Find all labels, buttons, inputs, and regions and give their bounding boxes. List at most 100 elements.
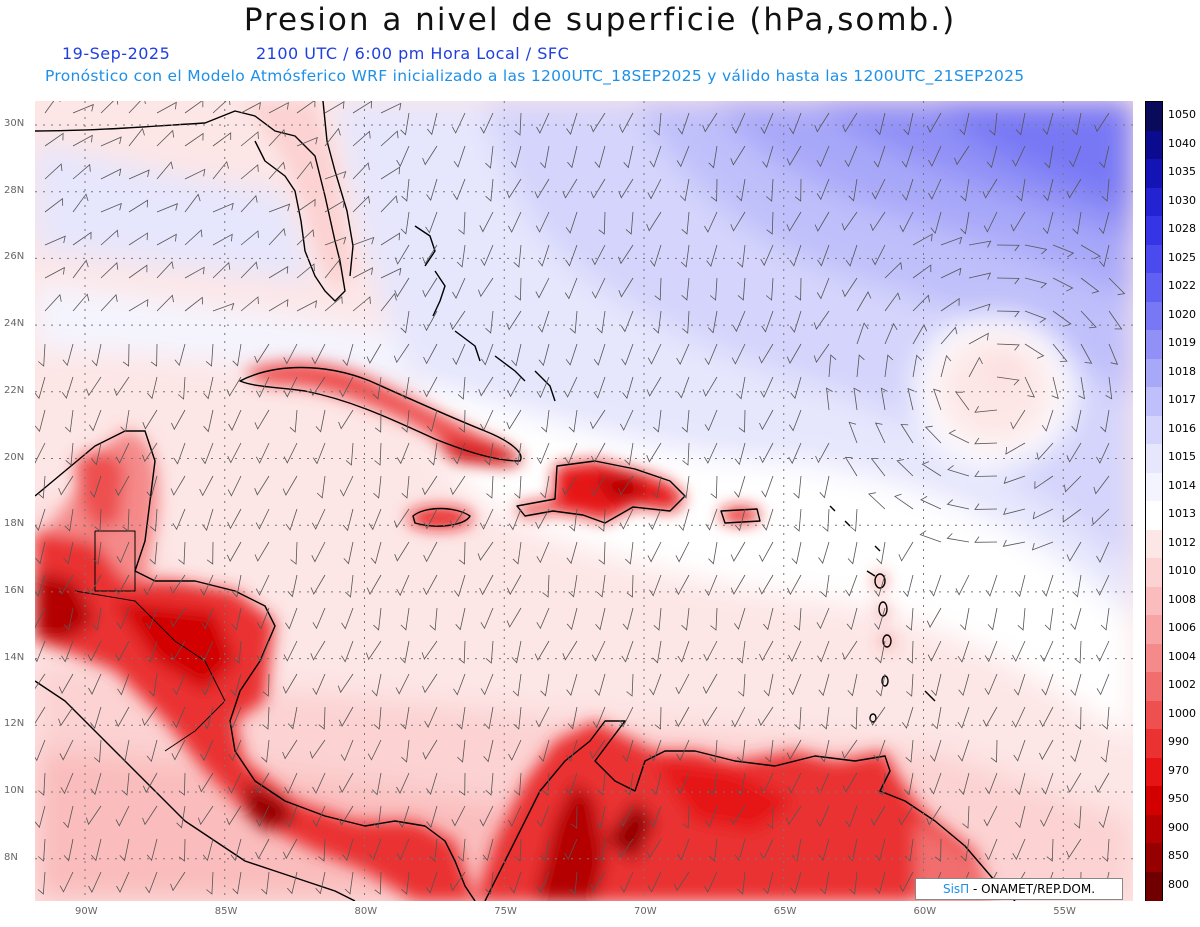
- lat-label: 18N: [4, 518, 25, 530]
- wind-barb: [884, 354, 894, 378]
- wind-barb: [1012, 640, 1026, 662]
- wind-barb: [539, 838, 550, 862]
- wind-barb: [856, 291, 872, 312]
- wind-barb: [485, 772, 494, 796]
- wind-barb: [870, 211, 886, 232]
- wind-barb: [538, 739, 550, 763]
- wind-barb: [1010, 409, 1026, 430]
- wind-barb: [455, 607, 466, 631]
- wind-barb: [536, 871, 550, 894]
- wind-barb: [92, 607, 102, 631]
- wind-barb: [1066, 442, 1082, 463]
- wind-barb: [94, 508, 102, 532]
- wind-barb: [172, 673, 186, 696]
- wind-barb: [508, 805, 522, 827]
- wind-barb: [540, 673, 550, 697]
- wind-barb: [254, 541, 270, 562]
- legend-label: 990: [1168, 735, 1189, 749]
- wind-barb: [1042, 178, 1054, 202]
- wind-barb: [1071, 409, 1082, 433]
- wind-barb: [1024, 310, 1047, 323]
- wind-barb: [1070, 607, 1082, 631]
- wind-barb: [397, 805, 410, 828]
- wind-barb: [156, 294, 174, 312]
- wind-barb: [758, 574, 774, 595]
- wind-barb: [365, 640, 382, 661]
- wind-barb: [759, 442, 774, 464]
- wind-barb: [565, 244, 578, 267]
- wind-barb: [457, 739, 466, 763]
- wind-barb: [255, 838, 270, 860]
- wind-barb: [456, 706, 466, 730]
- wind-barb: [736, 772, 746, 796]
- wind-barb: [268, 298, 289, 312]
- wind-barb: [536, 112, 550, 134]
- wind-barb: [367, 739, 382, 761]
- wind-barb: [393, 343, 410, 364]
- wind-barb: [849, 871, 858, 895]
- wind-barb: [212, 202, 234, 213]
- wind-barb: [201, 607, 214, 630]
- wind-barb: [115, 475, 130, 497]
- wind-barb: [478, 277, 494, 298]
- wind-barb: [789, 244, 802, 267]
- wind-barb: [730, 541, 746, 562]
- wind-barb: [734, 475, 746, 498]
- legend-label: 900: [1168, 820, 1189, 834]
- legend-label: 1010: [1168, 564, 1196, 578]
- wind-barb: [621, 343, 634, 366]
- wind-barb: [1017, 607, 1026, 631]
- wind-barb: [590, 178, 606, 199]
- wind-barb: [312, 772, 326, 794]
- wind-barb: [816, 277, 830, 300]
- wind-barb: [72, 193, 89, 213]
- wind-barb: [200, 739, 214, 761]
- wind-barb: [283, 640, 298, 662]
- wind-barb: [786, 343, 802, 364]
- wind-barb: [929, 739, 942, 762]
- wind-barb: [940, 236, 963, 246]
- credit-org: - ONAMET/REP.DOM.: [969, 882, 1096, 896]
- wind-barb: [366, 574, 382, 595]
- wind-barb: [145, 871, 158, 894]
- wind-barb: [912, 294, 930, 312]
- wind-barb: [905, 739, 914, 763]
- wind-barb: [682, 442, 690, 466]
- wind-barb: [649, 145, 662, 168]
- wind-barb: [926, 805, 942, 826]
- lon-label: 55W: [1053, 906, 1076, 917]
- wind-barb: [705, 508, 718, 531]
- wind-barb: [816, 145, 830, 168]
- lon-label: 70W: [634, 906, 657, 917]
- wind-barb: [894, 493, 914, 510]
- wind-barb: [232, 343, 242, 367]
- wind-barb: [312, 442, 326, 465]
- legend-swatch: [1146, 159, 1162, 188]
- wind-barb: [156, 129, 175, 147]
- wind-barb: [371, 772, 382, 796]
- wind-barb: [100, 202, 122, 213]
- wind-barb: [369, 838, 382, 861]
- wind-barb: [1064, 475, 1082, 493]
- wind-barb: [598, 211, 606, 235]
- wind-barb: [128, 264, 148, 279]
- wind-barb: [156, 261, 174, 279]
- wind-barb: [820, 706, 830, 730]
- wind-barb: [1052, 310, 1072, 327]
- wind-barb: [849, 508, 858, 532]
- wind-barb: [380, 102, 402, 114]
- wind-barb: [898, 541, 914, 562]
- wind-barb: [400, 211, 410, 235]
- lat-label: 10N: [4, 785, 25, 796]
- wind-barb: [1012, 838, 1026, 861]
- wind-barb: [566, 112, 578, 135]
- wind-barb: [813, 343, 830, 363]
- wind-barb: [731, 343, 746, 365]
- wind-barb: [449, 508, 466, 529]
- wind-barb: [1039, 706, 1054, 728]
- wind-barb: [1094, 112, 1110, 133]
- wind-barb: [401, 475, 410, 499]
- legend-swatch: [1146, 586, 1162, 616]
- wind-barb: [940, 354, 952, 378]
- wind-barb: [203, 376, 214, 400]
